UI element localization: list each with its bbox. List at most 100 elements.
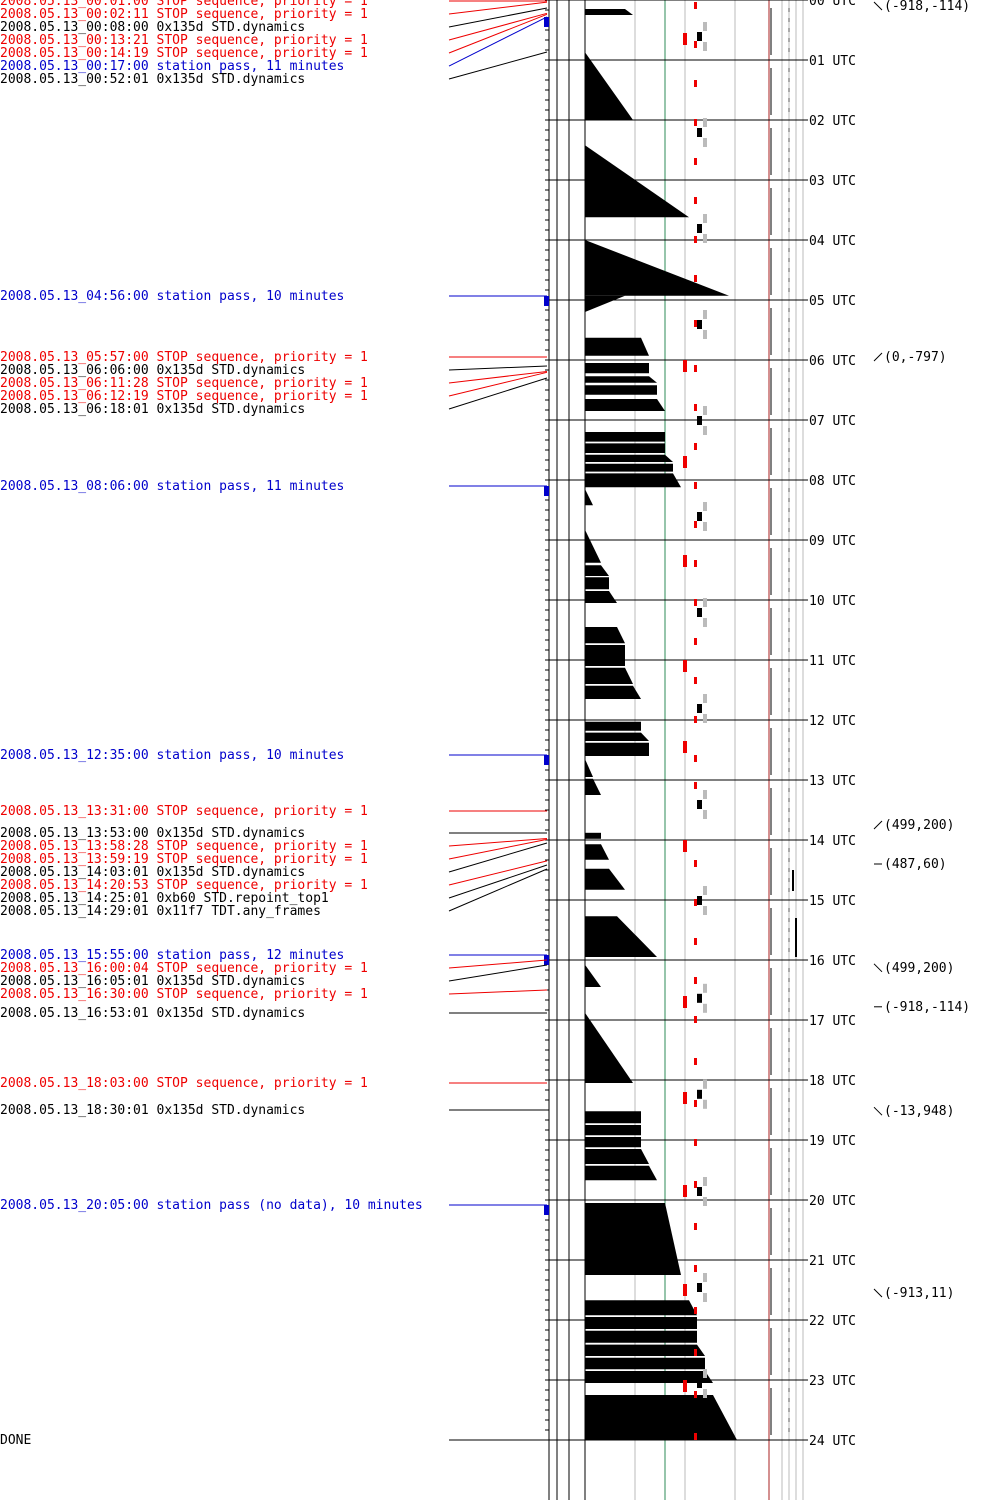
activity-fills: [585, 9, 737, 1440]
gray-marker: [703, 1369, 707, 1378]
gray-marker: [703, 330, 707, 339]
gray-marker: [703, 406, 707, 415]
black-marker: [697, 1089, 702, 1099]
activity-fill: [585, 1330, 697, 1343]
station-pass-mark: [544, 754, 549, 765]
activity-fill: [585, 591, 617, 603]
activity-fill: [585, 473, 681, 488]
event-connector: [448, 964, 548, 982]
red-dash-mark: [694, 1265, 697, 1272]
pointing-mark: [873, 963, 883, 973]
red-block-mark: [683, 660, 687, 672]
event-connector: [448, 837, 548, 847]
gray-marker: [703, 714, 707, 723]
event-connector: [448, 842, 548, 873]
red-dash-mark: [694, 443, 697, 450]
gray-marker: [703, 886, 707, 895]
black-marker: [697, 608, 702, 617]
event-connector: [448, 16, 548, 67]
event-label: 2008.05.13_00:01:00 STOP sequence, prior…: [0, 0, 368, 9]
red-dash-mark: [694, 899, 697, 906]
activity-fill: [585, 529, 601, 563]
activity-fill: [585, 240, 729, 296]
red-block-mark: [683, 741, 687, 753]
gray-marker: [703, 1003, 707, 1013]
station-pass-mark: [544, 1204, 549, 1215]
hour-label: 07 UTC: [809, 414, 856, 429]
activity-fill: [585, 1137, 641, 1148]
hour-label: 12 UTC: [809, 714, 856, 729]
activity-fill: [585, 1357, 705, 1370]
gray-marker: [703, 522, 707, 531]
red-dash-mark: [694, 365, 697, 372]
black-marker: [697, 896, 702, 905]
event-label: 2008.05.13_00:08:00 0x135d STD.dynamics: [0, 20, 305, 35]
gray-marker: [703, 790, 707, 799]
red-dash-mark: [694, 1391, 697, 1398]
event-label: 2008.05.13_15:55:00 station pass, 12 min…: [0, 948, 344, 963]
red-dash-mark: [694, 977, 697, 984]
event-connector: [448, 377, 548, 410]
gray-marker: [703, 1177, 707, 1186]
pointing-label: (-913,11): [884, 1286, 954, 1301]
black-marker: [697, 128, 702, 137]
red-dash-mark: [694, 1139, 697, 1146]
gray-marker: [703, 138, 707, 147]
pointing-mark: [873, 352, 883, 362]
event-connector: [448, 370, 548, 384]
activity-fill: [585, 721, 641, 731]
red-dash-mark: [694, 320, 697, 327]
hour-label: 08 UTC: [809, 474, 856, 489]
red-dash-mark: [694, 1349, 697, 1356]
station-pass-mark: [544, 486, 549, 496]
hour-label: 16 UTC: [809, 954, 856, 969]
pointing-label: (499,200): [884, 818, 954, 833]
gray-marker: [703, 983, 707, 993]
activity-fill: [585, 9, 633, 15]
activity-fill: [585, 145, 689, 218]
activity-fill: [585, 432, 665, 442]
activity-fill: [585, 1165, 657, 1181]
event-connector: [448, 838, 548, 860]
hour-label: 13 UTC: [809, 774, 856, 789]
red-dash-mark: [694, 755, 697, 762]
activity-fill: [585, 1111, 641, 1124]
event-connector: [448, 1, 548, 15]
event-label: 2008.05.13_00:17:00 station pass, 11 min…: [0, 59, 344, 74]
activity-fill: [585, 742, 649, 756]
gray-marker: [703, 1273, 707, 1282]
event-label: 2008.05.13_18:03:00 STOP sequence, prior…: [0, 1076, 368, 1091]
activity-fill: [585, 443, 665, 453]
event-label: 2008.05.13_16:53:01 0x135d STD.dynamics: [0, 1006, 305, 1021]
event-label: 2008.05.13_16:00:04 STOP sequence, prior…: [0, 961, 368, 976]
red-dash-mark: [694, 1016, 697, 1023]
activity-fill: [585, 844, 609, 860]
hour-label: 23 UTC: [809, 1374, 856, 1389]
pointing-label: (0,-797): [884, 350, 947, 365]
right-ticks: [770, 8, 797, 1435]
activity-fill: [585, 489, 593, 506]
activity-fill: [585, 1125, 641, 1136]
activity-fill: [585, 868, 625, 890]
red-dash-mark: [694, 1223, 697, 1230]
red-dash-mark: [694, 158, 697, 165]
status-track: [683, 2, 707, 1440]
activity-fill: [585, 778, 601, 795]
red-block-mark: [683, 33, 687, 45]
activity-fill: [585, 565, 609, 576]
red-block-mark: [683, 360, 687, 372]
event-label: DONE: [0, 1433, 31, 1448]
black-marker: [697, 32, 702, 41]
red-dash-mark: [694, 677, 697, 684]
hour-labels: 00 UTC 01 UTC 02 UTC 03 UTC 04 UTC 05 UTC 06 U…: [809, 0, 856, 1449]
red-block-mark: [683, 1284, 687, 1296]
red-dash-mark: [694, 2, 697, 9]
hour-label: 17 UTC: [809, 1014, 856, 1029]
red-dash-mark: [694, 1181, 697, 1188]
red-dash-mark: [694, 1058, 697, 1065]
pointing-mark: [873, 1288, 883, 1298]
activity-fill: [585, 732, 649, 741]
event-label: 2008.05.13_00:52:01 0x135d STD.dynamics: [0, 72, 305, 87]
pointing-mark: [873, 1106, 883, 1116]
